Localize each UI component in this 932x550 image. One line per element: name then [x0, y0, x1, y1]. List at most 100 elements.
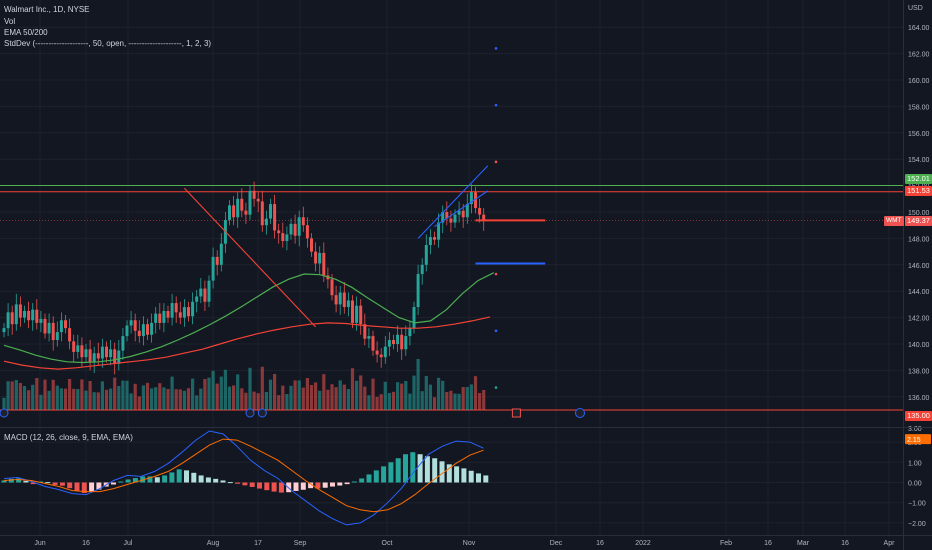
volume-bar — [293, 380, 297, 410]
candle-body — [154, 313, 158, 323]
volume-bar — [342, 384, 346, 410]
volume-bar — [445, 392, 449, 410]
candle-body — [293, 223, 297, 236]
volume-bar — [137, 396, 141, 410]
volume-bar — [154, 387, 158, 410]
candle-body — [412, 307, 416, 329]
legend-symbol[interactable]: Walmart Inc., 1D, NYSE — [4, 5, 90, 14]
volume-bar — [158, 383, 162, 410]
ticker-tag: WMT — [884, 216, 904, 226]
candle-body — [55, 332, 59, 341]
volume-bar — [166, 389, 170, 410]
volume-bar — [219, 376, 223, 410]
candle-body — [18, 304, 22, 318]
macd-histogram-bar — [154, 477, 160, 483]
candle-body — [211, 256, 215, 281]
volume-bar — [72, 388, 76, 410]
candle-body — [269, 204, 272, 219]
macd-histogram-bar — [198, 475, 204, 483]
price-tag-bottom: 135.00 — [905, 411, 932, 421]
legend-ema[interactable]: EMA 50/200 — [4, 28, 48, 37]
volume-bar — [383, 381, 387, 410]
time-tick-label: Apr — [884, 540, 896, 547]
volume-bar — [150, 388, 154, 410]
candle-body — [453, 214, 457, 223]
volume-bar — [453, 393, 457, 410]
volume-bar — [31, 384, 35, 410]
candle-body — [219, 243, 223, 265]
dividend-marker — [575, 408, 585, 418]
volume-bar — [437, 377, 441, 410]
volume-bar — [391, 391, 396, 410]
candle-body — [72, 341, 76, 352]
macd-tick-label: 0.00 — [908, 481, 922, 488]
candle-body — [379, 354, 383, 358]
candle-body — [109, 349, 113, 358]
macd-histogram-bar — [322, 482, 328, 488]
price-tick-label: 142.00 — [908, 316, 930, 323]
legend-volume[interactable]: Vol — [4, 17, 16, 26]
volume-bar — [6, 381, 10, 410]
candle-body — [363, 324, 367, 339]
macd-histogram-bar — [264, 482, 270, 491]
candle-body — [105, 346, 108, 358]
macd-histogram-bar — [169, 472, 175, 483]
candle-body — [6, 312, 10, 329]
candle-body — [182, 307, 186, 318]
volume-bar — [195, 395, 199, 410]
price-tag-last: 149.37 — [905, 216, 932, 226]
candle-body — [318, 252, 322, 264]
volume-bar — [141, 385, 145, 410]
candle-body — [23, 311, 26, 318]
candle-body — [285, 234, 289, 242]
candle-body — [14, 304, 18, 325]
candle-body — [478, 208, 482, 215]
volume-bar — [305, 378, 309, 410]
macd-histogram-bar — [476, 473, 481, 483]
volume-bar — [268, 379, 273, 410]
volume-bar — [367, 395, 371, 410]
macd-histogram-bar — [439, 461, 445, 483]
macd-histogram-bar — [388, 462, 394, 483]
macd-histogram-bar — [454, 466, 460, 483]
candle-body — [322, 252, 326, 276]
legend-macd[interactable]: MACD (12, 26, close, 9, EMA, EMA) — [4, 433, 133, 442]
volume-bar — [424, 376, 428, 410]
candle-body — [174, 303, 178, 313]
candle-body — [162, 311, 166, 323]
macd-histogram-bar — [213, 478, 219, 483]
volume-bar — [178, 389, 182, 410]
signal-line — [3, 438, 484, 513]
signal-value-tag — [905, 434, 931, 445]
candle-body — [428, 237, 432, 245]
volume-bar — [84, 390, 88, 410]
stddev-point — [494, 103, 498, 107]
macd-tick-label: 1.00 — [908, 460, 922, 467]
volume-bar — [297, 380, 301, 410]
signal-value-label: 2.15 — [907, 437, 921, 444]
volume-bar — [39, 394, 43, 410]
pane-separator[interactable] — [0, 427, 932, 428]
macd-histogram-bar — [373, 470, 379, 483]
macd-histogram-bar — [366, 474, 372, 483]
volume-bar — [473, 376, 478, 410]
volume-bar — [223, 369, 227, 410]
macd-histogram-bar — [278, 482, 284, 493]
volume-bar — [441, 380, 445, 410]
stddev-point — [494, 160, 498, 164]
candle-body — [404, 336, 408, 350]
candle-body — [297, 217, 301, 236]
event-marker — [0, 408, 9, 418]
price-tick-label: 158.00 — [908, 104, 930, 111]
volume-bar — [76, 389, 80, 410]
price-tick-label: 140.00 — [908, 342, 930, 349]
volume-bar — [281, 385, 285, 410]
ema200-line — [3, 316, 491, 370]
time-tick-label: 16 — [764, 540, 772, 547]
volume-bar — [248, 367, 252, 410]
legend-stddev[interactable]: StdDev (--------------------, 50, open, … — [4, 39, 212, 48]
stddev-point — [494, 329, 498, 333]
time-tick-label: Mar — [797, 540, 810, 547]
price-tick-label: 136.00 — [908, 395, 930, 402]
